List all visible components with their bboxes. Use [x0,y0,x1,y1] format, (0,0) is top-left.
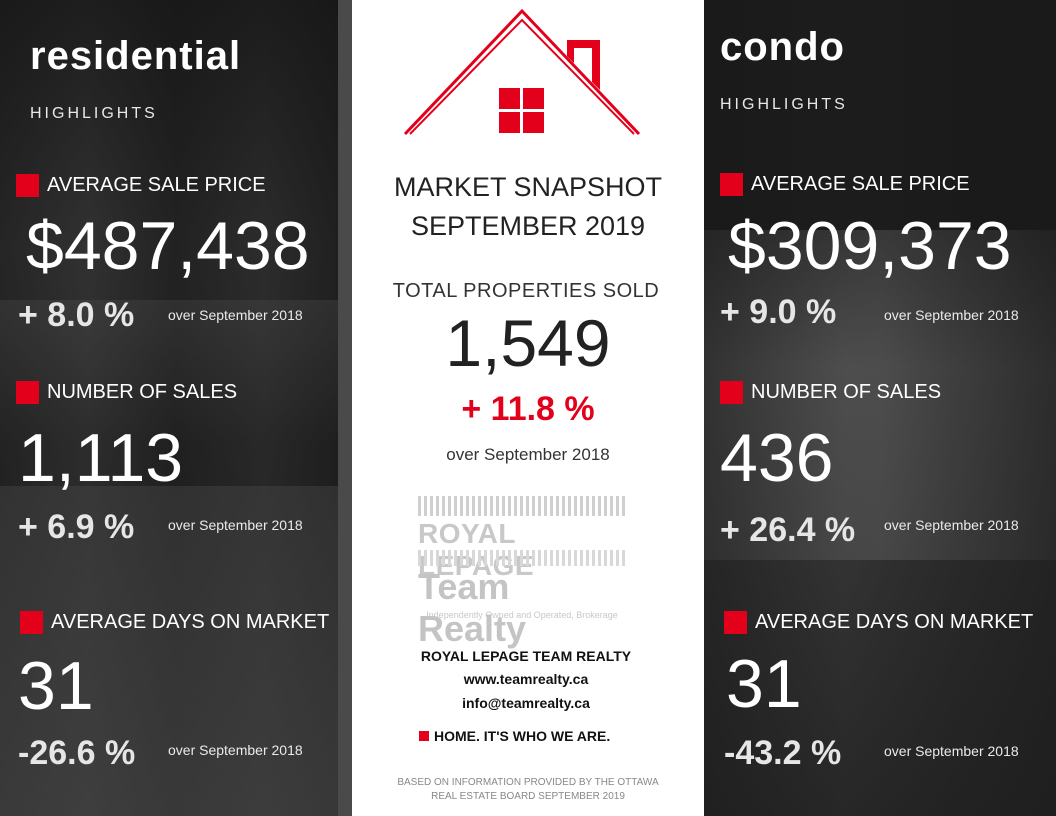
residential-dom-label: AVERAGE DAYS ON MARKET [51,611,330,633]
residential-sales-heading: NUMBER OF SALES [16,381,237,404]
company-name: ROYAL LEPAGE TEAM REALTY [420,648,632,664]
condo-avg-price-change: + 9.0 % [720,293,837,331]
residential-dom-over: over September 2018 [168,742,303,758]
snapshot-date: SEPTEMBER 2019 [410,211,646,241]
residential-sales-over: over September 2018 [168,517,303,533]
company-website-link[interactable]: www.teamrealty.ca [463,671,589,687]
condo-sales-value: 436 [720,420,834,496]
residential-sales-change: + 6.9 % [18,508,135,546]
red-square-icon [724,611,747,634]
condo-dom-change: -43.2 % [724,734,842,772]
residential-avg-price-value: $487,438 [26,208,310,284]
condo-sales-heading: NUMBER OF SALES [720,381,941,404]
residential-avg-price-label: AVERAGE SALE PRICE [47,174,266,196]
total-sold-label: TOTAL PROPERTIES SOLD [392,280,660,302]
red-square-icon [16,174,39,197]
red-square-icon [720,381,743,404]
slogan-text: HOME. IT'S WHO WE ARE. [434,728,611,744]
condo-avg-price-value: $309,373 [728,208,1012,284]
logo-tagline: Independently Owned and Operated, Broker… [426,610,618,620]
residential-dom-change: -26.6 % [18,734,136,772]
condo-title: condo [720,25,845,69]
residential-sales-label: NUMBER OF SALES [47,381,238,403]
condo-avg-price-heading: AVERAGE SALE PRICE [720,173,970,196]
total-sold-change: + 11.8 % [461,390,595,428]
residential-panel: residential HIGHLIGHTS AVERAGE SALE PRIC… [0,0,352,816]
condo-sales-change: + 26.4 % [720,511,856,549]
snapshot-title: MARKET SNAPSHOT [393,172,663,202]
company-email-link[interactable]: info@teamrealty.ca [462,695,590,711]
panel-edge-stripe [338,0,352,816]
footnote-line1: BASED ON INFORMATION PROVIDED BY THE OTT… [397,777,659,788]
residential-background-photo [0,0,352,816]
condo-subtitle: HIGHLIGHTS [720,96,848,113]
residential-title: residential [30,34,242,78]
condo-panel: condo HIGHLIGHTS AVERAGE SALE PRICE $309… [704,0,1056,816]
footnote-line2: REAL ESTATE BOARD SEPTEMBER 2019 [431,791,625,802]
residential-avg-price-heading: AVERAGE SALE PRICE [16,174,266,197]
market-snapshot-panel: MARKET SNAPSHOT SEPTEMBER 2019 TOTAL PRO… [352,0,704,816]
house-logo-icon [403,8,641,136]
logo-bars-top [418,496,626,516]
total-sold-over: over September 2018 [446,445,610,464]
condo-avg-price-over: over September 2018 [884,307,1019,323]
red-square-icon [20,611,43,634]
condo-dom-over: over September 2018 [884,743,1019,759]
condo-dom-label: AVERAGE DAYS ON MARKET [755,611,1034,633]
residential-sales-value: 1,113 [18,420,184,496]
residential-avg-price-over: over September 2018 [168,307,303,323]
condo-avg-price-label: AVERAGE SALE PRICE [751,173,970,195]
condo-sales-over: over September 2018 [884,517,1019,533]
condo-dom-value: 31 [726,646,802,722]
residential-dom-heading: AVERAGE DAYS ON MARKET [20,611,329,634]
residential-dom-value: 31 [18,648,94,724]
total-sold-value: 1,549 [445,306,611,380]
residential-avg-price-change: + 8.0 % [18,296,135,334]
red-square-icon [419,731,429,741]
logo-bars-middle [418,550,626,566]
condo-background-photo [704,0,1056,816]
royal-lepage-logo: ROYAL LEPAGE Team Realty Independently O… [418,496,626,649]
condo-dom-heading: AVERAGE DAYS ON MARKET [724,611,1033,634]
red-square-icon [720,173,743,196]
residential-subtitle: HIGHLIGHTS [30,105,158,122]
slogan: HOME. IT'S WHO WE ARE. [419,728,610,744]
red-square-icon [16,381,39,404]
logo-team-text: Team Realty [418,566,527,649]
condo-sales-label: NUMBER OF SALES [751,381,942,403]
